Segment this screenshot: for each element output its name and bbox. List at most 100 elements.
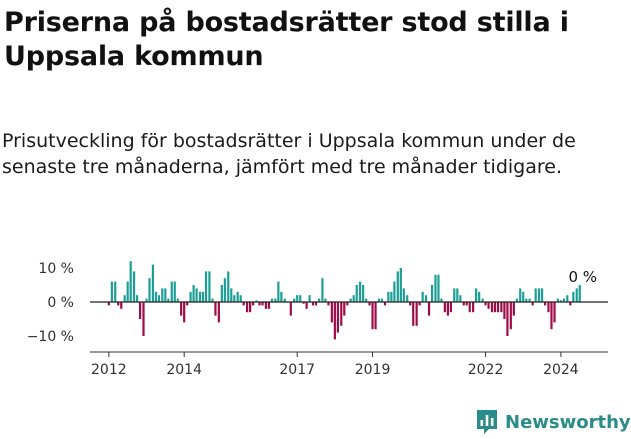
bar [139,302,142,319]
bar [424,295,428,302]
bar [572,291,575,302]
bar [110,281,113,302]
bar [484,302,487,306]
bar [129,261,132,302]
bar [509,302,512,330]
x-tick-label: 2019 [355,362,391,378]
chart-subtitle: Prisutveckling för bostadsrätter i Uppsa… [2,130,576,178]
bar [390,291,393,302]
bar [415,302,418,326]
bar [543,302,547,306]
bar [503,302,506,319]
bar [531,302,534,306]
bar [396,271,399,302]
bar [114,281,117,302]
bar [440,298,443,302]
bar [434,274,437,302]
bar [449,302,452,313]
bar [223,278,226,302]
bar [261,302,264,306]
bar [380,298,384,302]
bar [540,288,544,302]
bar [409,302,412,306]
bar [346,302,349,306]
bar [365,298,368,302]
bar [362,285,365,302]
bar [371,302,374,330]
bar [462,302,465,306]
bar [547,302,550,313]
bar [173,281,176,302]
bar [283,298,286,302]
bar [556,298,559,302]
x-tick-label: 2012 [91,362,127,378]
bar [142,302,145,336]
bar [465,302,468,306]
chart-logo-icon [477,410,497,434]
bar [258,302,261,306]
bar [459,295,462,302]
bar [270,298,274,302]
bar [246,302,249,313]
bar [164,288,167,302]
bar [148,278,151,302]
bar [402,288,405,302]
bar [289,302,292,316]
bar [421,291,424,302]
bar [176,298,179,302]
bar [217,302,220,323]
bar [239,295,242,302]
bar [472,302,475,313]
bar [515,298,518,302]
bar [204,271,208,302]
bar [368,302,371,306]
bar [553,302,556,323]
bar [383,302,387,306]
bar [154,291,158,302]
bar [126,281,129,302]
bar [349,298,352,302]
bar [493,302,497,313]
bar [183,302,186,323]
bar [468,302,471,313]
bar [249,302,252,313]
last-value-annotation: 0 % [568,268,597,286]
bar [267,302,271,309]
bar [569,302,572,306]
bar [374,302,377,330]
bar [308,295,311,302]
bar [242,302,245,306]
bar [336,302,339,333]
bar [427,302,431,316]
bar [550,302,553,330]
bar [537,288,541,302]
bar [343,302,346,316]
bar [277,281,280,302]
bar [525,298,528,302]
x-tick-label: 2024 [543,362,579,378]
bar [333,302,336,340]
bar [559,300,563,302]
bar [305,302,308,309]
bar [443,302,446,313]
bar [299,295,302,302]
bar [387,291,390,302]
bar [324,298,327,302]
bar [167,298,170,302]
bar [522,291,525,302]
bar [352,295,355,302]
bar [481,298,484,302]
bar [145,298,148,302]
bar [314,302,318,306]
bar [208,271,211,302]
bar [132,271,136,302]
bar [496,302,500,313]
bar [274,298,277,302]
x-tick-label: 2014 [166,362,202,378]
bar [161,288,164,302]
chart-title: Priserna på bostadsrätter stod stilla i … [4,7,569,72]
bar [534,288,537,302]
bar [157,295,161,302]
bar [453,288,456,302]
bar [233,295,236,302]
